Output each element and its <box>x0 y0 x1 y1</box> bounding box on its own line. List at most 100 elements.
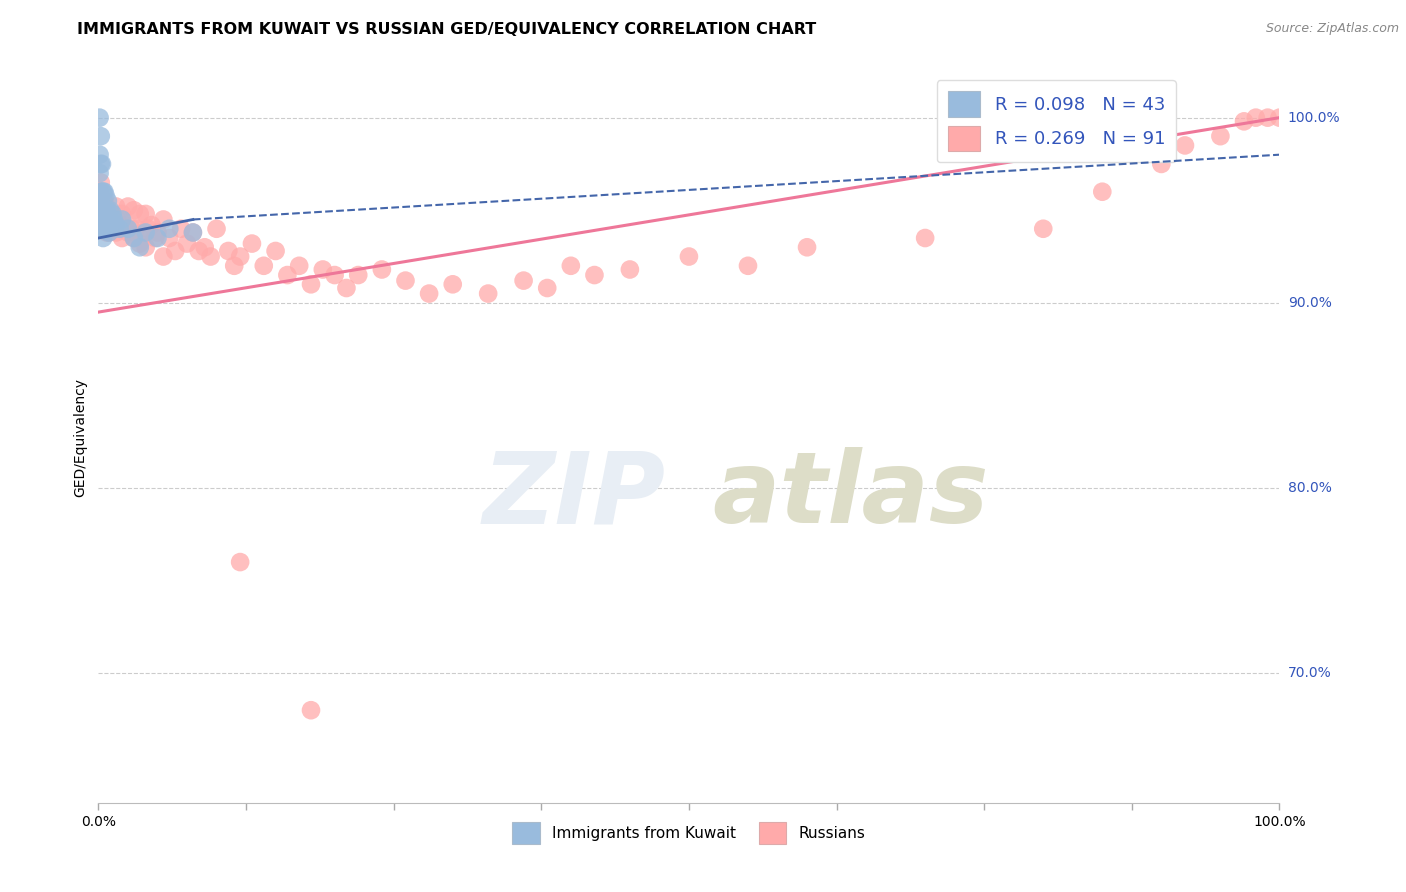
Point <box>101 207 124 221</box>
Point <box>157 221 180 235</box>
Point <box>91 203 114 218</box>
Point <box>276 268 298 282</box>
Point <box>98 221 121 235</box>
Point <box>128 236 150 251</box>
Point <box>96 226 118 240</box>
Text: atlas: atlas <box>713 447 988 544</box>
Point <box>229 555 252 569</box>
Point <box>1174 138 1197 153</box>
Point <box>91 203 114 218</box>
Point <box>98 226 121 240</box>
Point <box>93 212 115 227</box>
Point <box>96 221 118 235</box>
Point <box>1268 111 1291 125</box>
Point <box>90 194 112 208</box>
Point <box>181 226 204 240</box>
Point <box>105 218 128 232</box>
Text: IMMIGRANTS FROM KUWAIT VS RUSSIAN GED/EQUIVALENCY CORRELATION CHART: IMMIGRANTS FROM KUWAIT VS RUSSIAN GED/EQ… <box>77 22 817 37</box>
Point <box>157 231 180 245</box>
Point <box>1150 157 1173 171</box>
Legend: Immigrants from Kuwait, Russians: Immigrants from Kuwait, Russians <box>506 816 872 850</box>
Point <box>117 221 139 235</box>
Point <box>97 194 120 208</box>
Point <box>105 200 128 214</box>
Point <box>135 226 157 240</box>
Point <box>96 207 118 221</box>
Point <box>105 226 128 240</box>
Point <box>217 244 239 258</box>
Point <box>90 157 112 171</box>
Point <box>91 157 114 171</box>
Point <box>108 221 131 235</box>
Point <box>94 203 117 218</box>
Point <box>135 207 157 221</box>
Point <box>678 250 700 264</box>
Point <box>103 212 125 227</box>
Point <box>323 268 346 282</box>
Point <box>560 259 582 273</box>
Point <box>1091 185 1114 199</box>
Point <box>100 218 122 232</box>
Point <box>347 268 370 282</box>
Point <box>91 221 114 235</box>
Point <box>128 240 150 254</box>
Point <box>121 221 143 235</box>
Point <box>98 207 121 221</box>
Point <box>371 262 394 277</box>
Point <box>89 185 111 199</box>
Text: Source: ZipAtlas.com: Source: ZipAtlas.com <box>1265 22 1399 36</box>
Point <box>91 188 114 202</box>
Point <box>1257 111 1279 125</box>
Point <box>152 250 174 264</box>
Point <box>418 286 440 301</box>
Point <box>91 212 114 227</box>
Point <box>97 203 120 218</box>
Point <box>152 212 174 227</box>
Text: 100.0%: 100.0% <box>1288 111 1340 125</box>
Point <box>122 231 145 245</box>
Point <box>122 203 145 218</box>
Point <box>125 221 148 235</box>
Point <box>135 240 157 254</box>
Point <box>94 221 117 235</box>
Point <box>299 277 322 292</box>
Point <box>394 274 416 288</box>
Point <box>229 250 252 264</box>
Point <box>477 286 499 301</box>
Point <box>97 212 120 227</box>
Point <box>194 240 217 254</box>
Point <box>89 111 111 125</box>
Point <box>90 203 112 218</box>
Point <box>441 277 464 292</box>
Point <box>91 207 114 221</box>
Point <box>253 259 276 273</box>
Point <box>89 166 111 180</box>
Point <box>94 188 117 202</box>
Point <box>264 244 287 258</box>
Point <box>91 203 114 218</box>
Y-axis label: GED/Equivalency: GED/Equivalency <box>73 377 87 497</box>
Point <box>170 221 193 235</box>
Point <box>108 221 131 235</box>
Point <box>122 231 145 245</box>
Point <box>111 212 134 227</box>
Point <box>128 207 150 221</box>
Point <box>90 185 112 199</box>
Point <box>117 226 139 240</box>
Point <box>335 281 357 295</box>
Point <box>94 221 117 235</box>
Point <box>619 262 641 277</box>
Point <box>181 226 204 240</box>
Point <box>101 207 124 221</box>
Point <box>111 231 134 245</box>
Point <box>91 185 114 199</box>
Point <box>105 212 128 227</box>
Point <box>1032 221 1054 235</box>
Point <box>98 226 121 240</box>
Point <box>141 218 163 232</box>
Point <box>737 259 759 273</box>
Point <box>91 185 114 199</box>
Point <box>187 244 209 258</box>
Point <box>96 203 118 218</box>
Point <box>103 221 125 235</box>
